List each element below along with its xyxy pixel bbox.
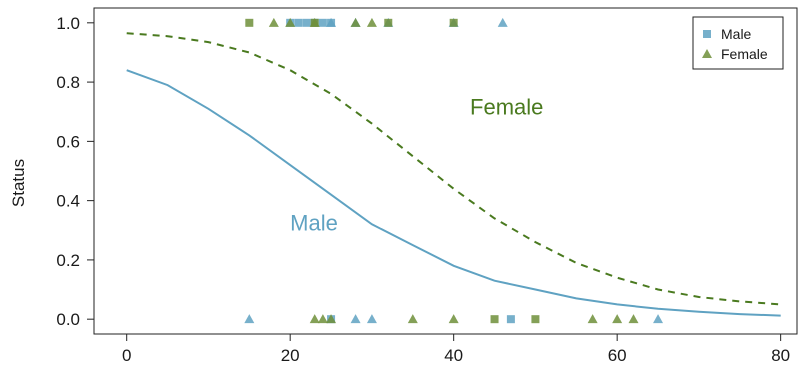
point-female — [448, 314, 459, 324]
y-tick-label: 0.8 — [56, 73, 80, 92]
point-female — [366, 17, 377, 27]
point-female — [490, 315, 499, 324]
curve-label-female: Female — [470, 95, 543, 120]
x-tick-label: 80 — [771, 346, 790, 365]
y-tick-label: 0.2 — [56, 251, 80, 270]
point-female — [384, 18, 393, 27]
y-tick-label: 0.6 — [56, 132, 80, 151]
x-tick-label: 60 — [608, 346, 627, 365]
point-male — [244, 314, 255, 324]
legend-marker-female — [702, 49, 712, 58]
point-male — [326, 17, 337, 27]
legend: Male Female — [692, 16, 784, 70]
x-tick-label: 20 — [281, 346, 300, 365]
y-axis: 0.0 0.2 0.4 0.6 0.8 1.0 — [56, 14, 94, 329]
point-male — [497, 17, 508, 27]
x-tick-label: 40 — [444, 346, 463, 365]
point-female — [587, 314, 598, 324]
point-female — [407, 314, 418, 324]
y-tick-label: 0.4 — [56, 192, 80, 211]
legend-box — [692, 16, 784, 70]
point-male — [318, 18, 327, 27]
point-female — [285, 17, 296, 27]
point-female — [268, 17, 279, 27]
point-female — [350, 17, 361, 27]
point-male — [653, 314, 664, 324]
point-female — [612, 314, 623, 324]
point-male — [506, 315, 515, 324]
point-female — [317, 314, 328, 324]
point-female — [628, 314, 639, 324]
y-tick-label: 1.0 — [56, 14, 80, 33]
x-axis: 0 20 40 60 80 — [122, 334, 790, 365]
curve-male — [126, 69, 781, 317]
point-male — [366, 314, 377, 324]
point-female — [245, 18, 254, 27]
curve-female — [126, 32, 781, 306]
legend-label-male: Male — [721, 26, 752, 42]
point-female — [309, 314, 320, 324]
y-axis-label: Status — [9, 159, 28, 207]
plot-area — [93, 7, 798, 335]
point-male — [302, 18, 311, 27]
legend-marker-male — [703, 30, 711, 38]
point-female — [531, 315, 540, 324]
x-tick-label: 0 — [122, 346, 131, 365]
legend-label-female: Female — [721, 46, 768, 62]
point-female — [449, 18, 458, 27]
point-male — [294, 18, 303, 27]
fitted-curves: Male Female — [126, 32, 781, 317]
point-male — [350, 314, 361, 324]
point-female — [326, 314, 337, 324]
curve-label-male: Male — [290, 210, 338, 235]
point-female — [309, 17, 320, 27]
plot-border — [93, 7, 798, 335]
data-points — [244, 17, 664, 324]
y-tick-label: 0.0 — [56, 310, 80, 329]
